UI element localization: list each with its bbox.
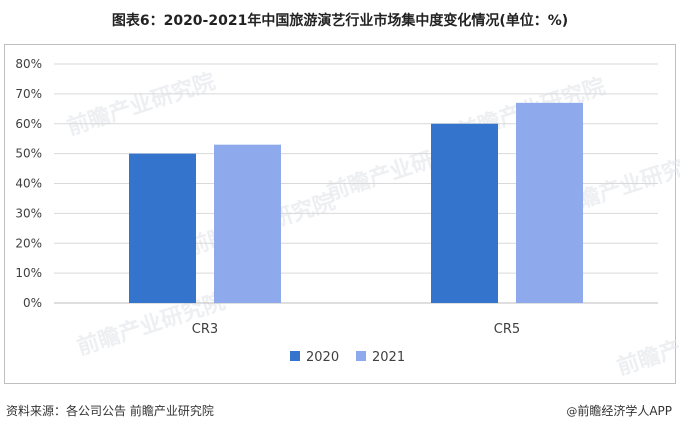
chart-title: 图表6：2020-2021年中国旅游演艺行业市场集中度变化情况(单位：%) bbox=[111, 13, 569, 29]
y-tick-label: 40% bbox=[15, 177, 42, 191]
x-tick-label: CR3 bbox=[192, 322, 218, 337]
watermark-text: 前瞻产业研究院 bbox=[614, 308, 680, 380]
y-tick-label: 10% bbox=[15, 266, 42, 280]
watermark-text: 前瞻产业研究院 bbox=[64, 68, 219, 140]
legend-label-2020: 2020 bbox=[306, 350, 339, 365]
brand-credit: @前瞻经济学人APP bbox=[566, 402, 672, 419]
bar-2021-cr5 bbox=[516, 102, 583, 304]
y-tick-label: 30% bbox=[15, 206, 42, 220]
y-tick-label: 60% bbox=[15, 117, 42, 131]
legend-swatch-2020 bbox=[290, 351, 300, 361]
brand-name: 前瞻经济学人APP bbox=[577, 404, 672, 418]
y-tick-label: 80% bbox=[15, 57, 42, 71]
source-note: 资料来源：各公司公告 前瞻产业研究院 bbox=[6, 404, 214, 418]
bar-2020-cr3 bbox=[129, 153, 196, 303]
y-tick-label: 0% bbox=[23, 296, 42, 310]
x-tick-label: CR5 bbox=[494, 322, 520, 337]
bar-2020-cr5 bbox=[431, 123, 498, 303]
y-tick-label: 70% bbox=[15, 87, 42, 101]
legend-swatch-2021 bbox=[356, 351, 366, 361]
legend-label-2021: 2021 bbox=[372, 350, 405, 365]
bar-2021-cr3 bbox=[214, 144, 281, 303]
y-tick-label: 20% bbox=[15, 236, 42, 250]
chart-frame bbox=[4, 44, 676, 384]
at-icon: @ bbox=[566, 405, 578, 418]
y-tick-label: 50% bbox=[15, 147, 42, 161]
